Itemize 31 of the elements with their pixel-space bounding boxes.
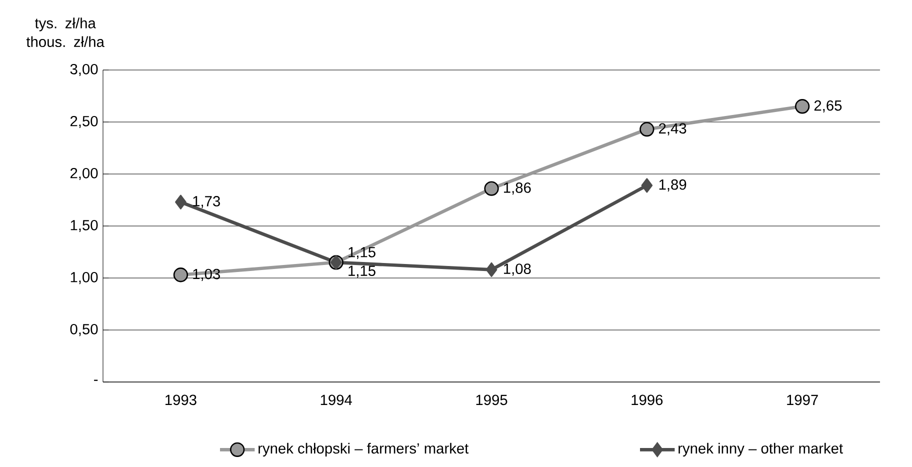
data-label: 1,15 (348, 247, 376, 260)
y-tick-label: 3,00 (70, 64, 98, 76)
x-tick-label: 1996 (632, 394, 663, 406)
y-tick-label: - (94, 380, 98, 381)
point (486, 262, 498, 278)
x-tick-label: 1994 (320, 394, 352, 406)
y-tick-label: 0,50 (70, 324, 98, 336)
data-label: 1,08 (504, 264, 531, 276)
point (794, 99, 810, 114)
data-label: 1,86 (504, 182, 531, 195)
y-tick-label: 1,50 (70, 220, 98, 232)
legend-label: rynek chłopski – farmers’ market (258, 442, 469, 456)
y-axis-title: tys. zł/ha thous. zł/ha (26, 18, 104, 48)
point (173, 268, 188, 282)
x-tick-label: 1993 (166, 394, 196, 406)
point (640, 122, 654, 137)
data-label: 1,15 (348, 266, 376, 278)
data-label: 2,43 (659, 123, 686, 136)
y-tick-label: 2,00 (70, 168, 98, 180)
point (484, 181, 499, 196)
data-label: 1,89 (659, 179, 686, 192)
data-label: 1,73 (193, 196, 220, 208)
data-label: 2,65 (814, 100, 842, 112)
x-tick-label: 1995 (476, 394, 508, 406)
point (641, 178, 653, 193)
y-tick-label: 2,50 (70, 116, 98, 128)
y-tick-label: 1,00 (70, 272, 98, 284)
data-label: 1,03 (193, 268, 220, 281)
legend-label: rynek inny – other market (678, 442, 843, 456)
point (175, 194, 186, 210)
x-tick-label: 1997 (787, 394, 818, 406)
